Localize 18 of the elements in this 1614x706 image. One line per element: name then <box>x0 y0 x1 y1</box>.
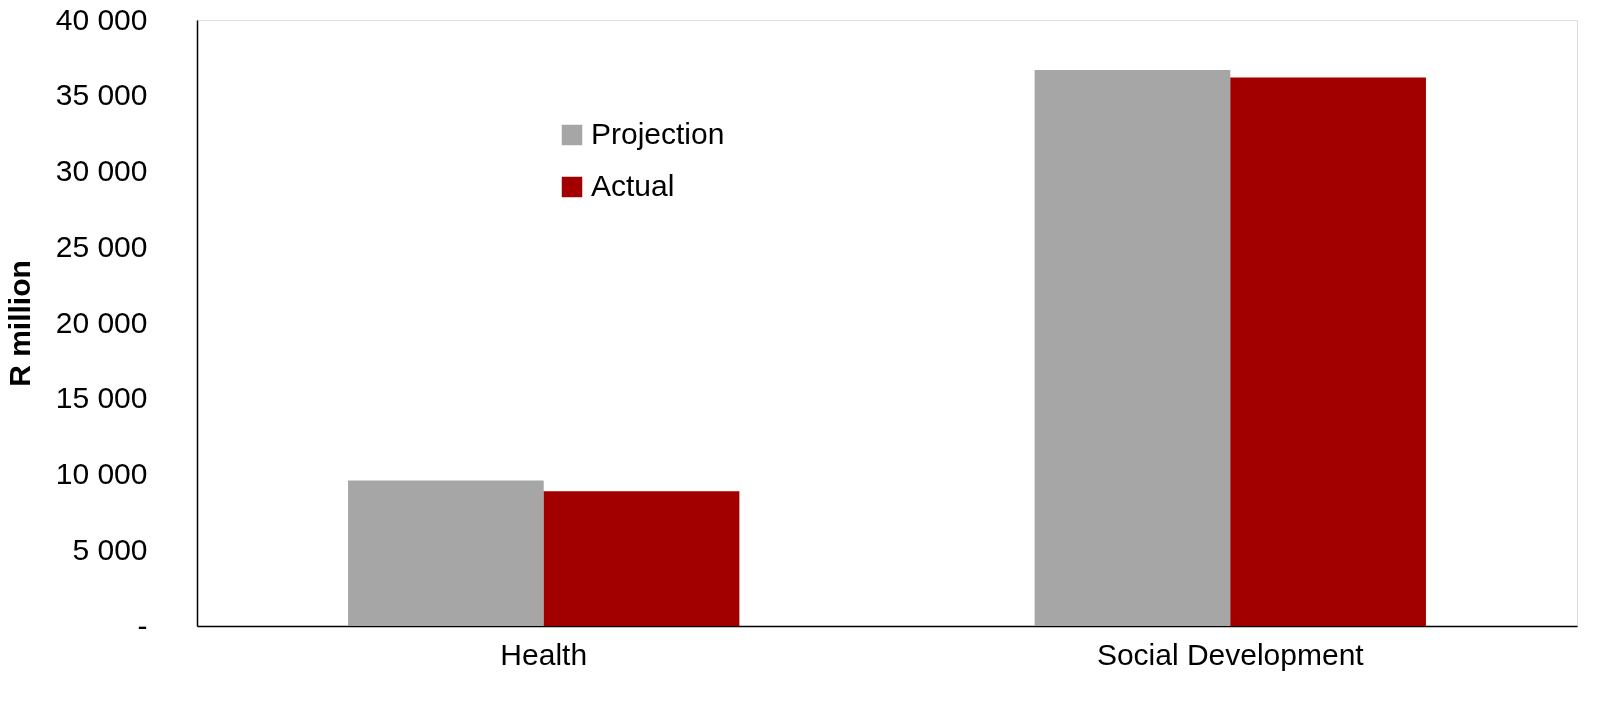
y-tick-label: 5 000 <box>72 532 148 566</box>
x-tick-label: Social Development <box>1096 637 1365 671</box>
y-tick-label: 25 000 <box>55 229 148 263</box>
y-tick-label: 20 000 <box>55 305 148 339</box>
bar <box>348 480 544 626</box>
y-tick-label: - <box>137 608 148 642</box>
bar <box>1034 70 1231 626</box>
y-tick-label: 10 000 <box>55 457 148 490</box>
x-tick-label: Health <box>500 637 588 671</box>
bar <box>1230 77 1426 626</box>
bar <box>543 491 740 626</box>
y-axis-title: R million <box>2 260 36 387</box>
y-tick-label: 35 000 <box>55 78 148 112</box>
y-tick-label: 30 000 <box>55 154 148 187</box>
y-tick-label: 40 000 <box>55 2 148 36</box>
legend-label: Actual <box>591 169 675 202</box>
y-tick-label: 15 000 <box>55 381 148 415</box>
legend-label: Projection <box>591 117 725 150</box>
